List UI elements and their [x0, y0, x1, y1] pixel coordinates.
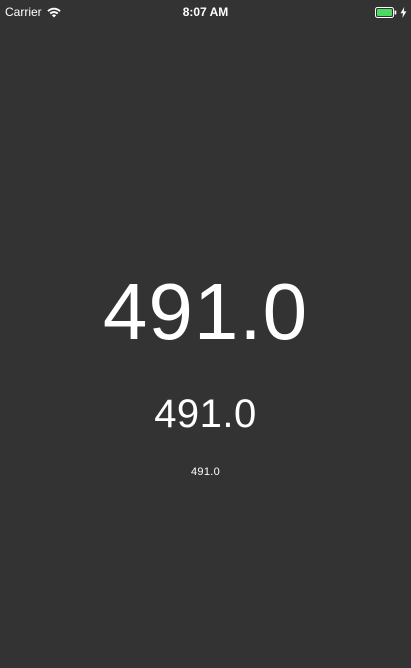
battery-icon	[375, 6, 397, 18]
wifi-icon	[46, 7, 61, 17]
small-value-display: 491.0	[190, 466, 221, 478]
medium-value-display: 491.0	[154, 392, 257, 436]
carrier-group: Carrier	[5, 4, 61, 20]
status-bar: Carrier 8:07 AM	[0, 0, 411, 24]
status-time: 8:07 AM	[182, 5, 229, 19]
large-value-display: 491.0	[102, 267, 309, 356]
battery-group	[375, 6, 407, 18]
charging-bolt-icon	[400, 6, 407, 18]
carrier-label: Carrier	[5, 5, 42, 19]
